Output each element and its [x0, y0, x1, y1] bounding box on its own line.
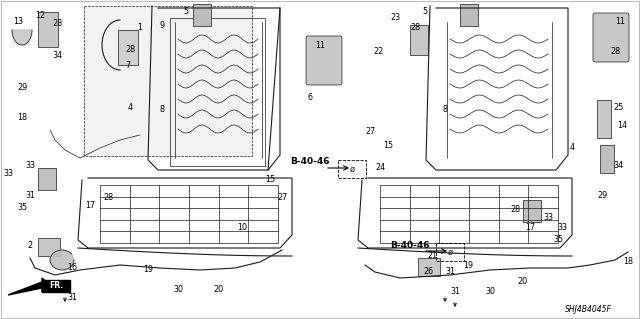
Text: 28: 28 — [410, 24, 420, 33]
Text: 28: 28 — [103, 194, 113, 203]
Text: 30: 30 — [485, 287, 495, 296]
Text: 4: 4 — [570, 144, 575, 152]
Text: 13: 13 — [13, 18, 23, 26]
Text: ø: ø — [349, 165, 355, 174]
Text: 18: 18 — [17, 114, 27, 122]
Text: 25: 25 — [613, 103, 623, 113]
Bar — [38, 238, 60, 256]
Text: 7: 7 — [125, 61, 131, 70]
Bar — [380, 185, 558, 243]
Text: 14: 14 — [617, 121, 627, 130]
Text: 28: 28 — [610, 48, 620, 56]
Text: 11: 11 — [315, 41, 325, 49]
Text: 33: 33 — [25, 160, 35, 169]
Text: 33: 33 — [557, 224, 567, 233]
Text: 8: 8 — [442, 106, 447, 115]
Bar — [84, 6, 252, 156]
Text: 31: 31 — [450, 287, 460, 296]
Text: 8: 8 — [159, 106, 164, 115]
Text: 34: 34 — [613, 160, 623, 169]
Text: 5: 5 — [184, 8, 189, 17]
Bar — [436, 243, 464, 261]
Text: 10: 10 — [237, 224, 247, 233]
Text: 9: 9 — [159, 20, 164, 29]
Text: 35: 35 — [17, 203, 27, 211]
FancyBboxPatch shape — [593, 13, 629, 62]
Text: 17: 17 — [85, 201, 95, 210]
Text: 29: 29 — [17, 84, 27, 93]
Text: 31: 31 — [25, 190, 35, 199]
Bar — [38, 168, 56, 190]
Text: 21: 21 — [427, 250, 437, 259]
Text: 23: 23 — [390, 13, 400, 23]
Bar — [38, 12, 58, 47]
Text: 19: 19 — [463, 261, 473, 270]
Text: B-40-46: B-40-46 — [290, 158, 330, 167]
Text: 6: 6 — [307, 93, 312, 102]
Text: 20: 20 — [213, 286, 223, 294]
Text: 5: 5 — [422, 8, 428, 17]
Text: 27: 27 — [277, 192, 287, 202]
Text: 2: 2 — [28, 241, 33, 249]
Text: 28: 28 — [125, 46, 135, 55]
Bar — [597, 100, 611, 138]
Text: 26: 26 — [423, 268, 433, 277]
Polygon shape — [8, 278, 50, 295]
Text: 28: 28 — [510, 205, 520, 214]
Text: 31: 31 — [445, 268, 455, 277]
Bar — [523, 200, 541, 222]
Text: 11: 11 — [615, 18, 625, 26]
FancyBboxPatch shape — [306, 36, 342, 85]
Bar — [460, 4, 478, 26]
Text: 33: 33 — [3, 168, 13, 177]
Bar — [100, 185, 278, 243]
Text: 29: 29 — [597, 190, 607, 199]
Text: 34: 34 — [52, 50, 62, 60]
Text: 27: 27 — [365, 128, 375, 137]
Text: 12: 12 — [35, 11, 45, 19]
Text: 15: 15 — [383, 140, 393, 150]
Text: 30: 30 — [173, 286, 183, 294]
Text: 24: 24 — [375, 164, 385, 173]
Text: 17: 17 — [525, 224, 535, 233]
Bar — [42, 280, 70, 292]
Text: 18: 18 — [623, 257, 633, 266]
Text: 1: 1 — [138, 24, 143, 33]
Polygon shape — [50, 250, 74, 270]
Text: 28: 28 — [52, 19, 62, 28]
Text: 20: 20 — [517, 278, 527, 286]
Bar — [193, 4, 211, 26]
Bar — [118, 30, 138, 65]
Text: 33: 33 — [543, 213, 553, 222]
Bar — [410, 25, 428, 55]
Text: 15: 15 — [265, 175, 275, 184]
Text: FR.: FR. — [49, 281, 63, 291]
Text: 22: 22 — [373, 48, 383, 56]
Text: ø: ø — [447, 248, 452, 256]
Text: 16: 16 — [67, 263, 77, 272]
Bar — [600, 145, 614, 173]
Text: 4: 4 — [127, 103, 132, 113]
Bar — [418, 258, 440, 276]
Text: SHJ4B4045F: SHJ4B4045F — [565, 306, 612, 315]
Polygon shape — [12, 30, 32, 45]
Bar — [338, 160, 366, 178]
Text: 35: 35 — [553, 235, 563, 244]
Text: 31: 31 — [67, 293, 77, 302]
Text: B-40-46: B-40-46 — [390, 241, 429, 249]
Text: 19: 19 — [143, 265, 153, 275]
Bar — [170, 18, 265, 166]
